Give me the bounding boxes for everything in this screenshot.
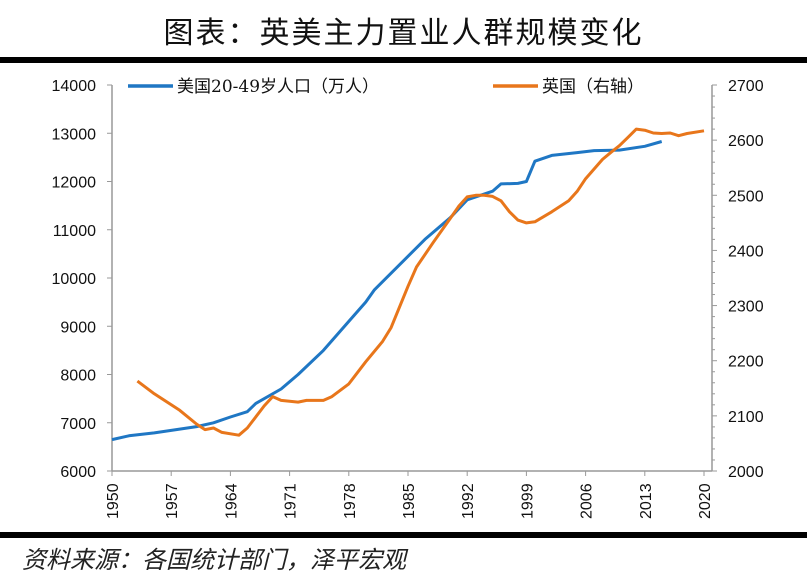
y2-tick-label: 2100 (728, 409, 764, 426)
y-tick-label: 6000 (60, 464, 96, 481)
y2-tick-label: 2000 (728, 464, 764, 481)
x-tick-label: 1978 (342, 483, 359, 519)
y-tick-label: 11000 (53, 223, 96, 240)
x-tick-label: 2006 (579, 483, 596, 519)
series-line-2 (136, 127, 705, 437)
y2-tick-label: 2200 (728, 354, 764, 371)
x-tick-label: 1957 (164, 483, 181, 519)
top-divider (0, 57, 807, 63)
y-tick-label: 12000 (52, 175, 97, 192)
bottom-divider (0, 532, 807, 538)
chart-title: 图表：英美主力置业人群规模变化 (163, 16, 644, 51)
y2-tick-label: 2400 (728, 243, 764, 260)
x-tick-label: 1964 (223, 483, 240, 519)
source-note: 资料来源：各国统计部门，泽平宏观 (22, 546, 406, 574)
y-tick-label: 10000 (52, 271, 97, 288)
y2-tick-label: 2300 (728, 299, 764, 316)
x-tick-label: 1985 (401, 483, 418, 519)
legend-label-2: 英国（右轴） (542, 77, 644, 97)
y-tick-label: 7000 (60, 416, 96, 433)
x-tick-label: 1999 (519, 483, 536, 519)
y-tick-label: 13000 (52, 126, 97, 143)
y-tick-label: 14000 (52, 78, 97, 95)
x-tick-label: 2013 (638, 483, 655, 519)
y2-tick-label: 2500 (728, 188, 764, 205)
x-tick-label: 1950 (105, 483, 122, 519)
x-tick-label: 1971 (283, 483, 300, 519)
y-tick-label: 9000 (60, 319, 96, 336)
x-tick-label: 2020 (697, 483, 714, 519)
y-tick-label: 8000 (60, 368, 96, 385)
y2-tick-label: 2600 (728, 133, 764, 150)
x-tick-label: 1992 (460, 483, 477, 519)
y2-tick-label: 2700 (728, 78, 764, 95)
legend-label-1: 美国20-49岁人口（万人） (177, 77, 379, 97)
